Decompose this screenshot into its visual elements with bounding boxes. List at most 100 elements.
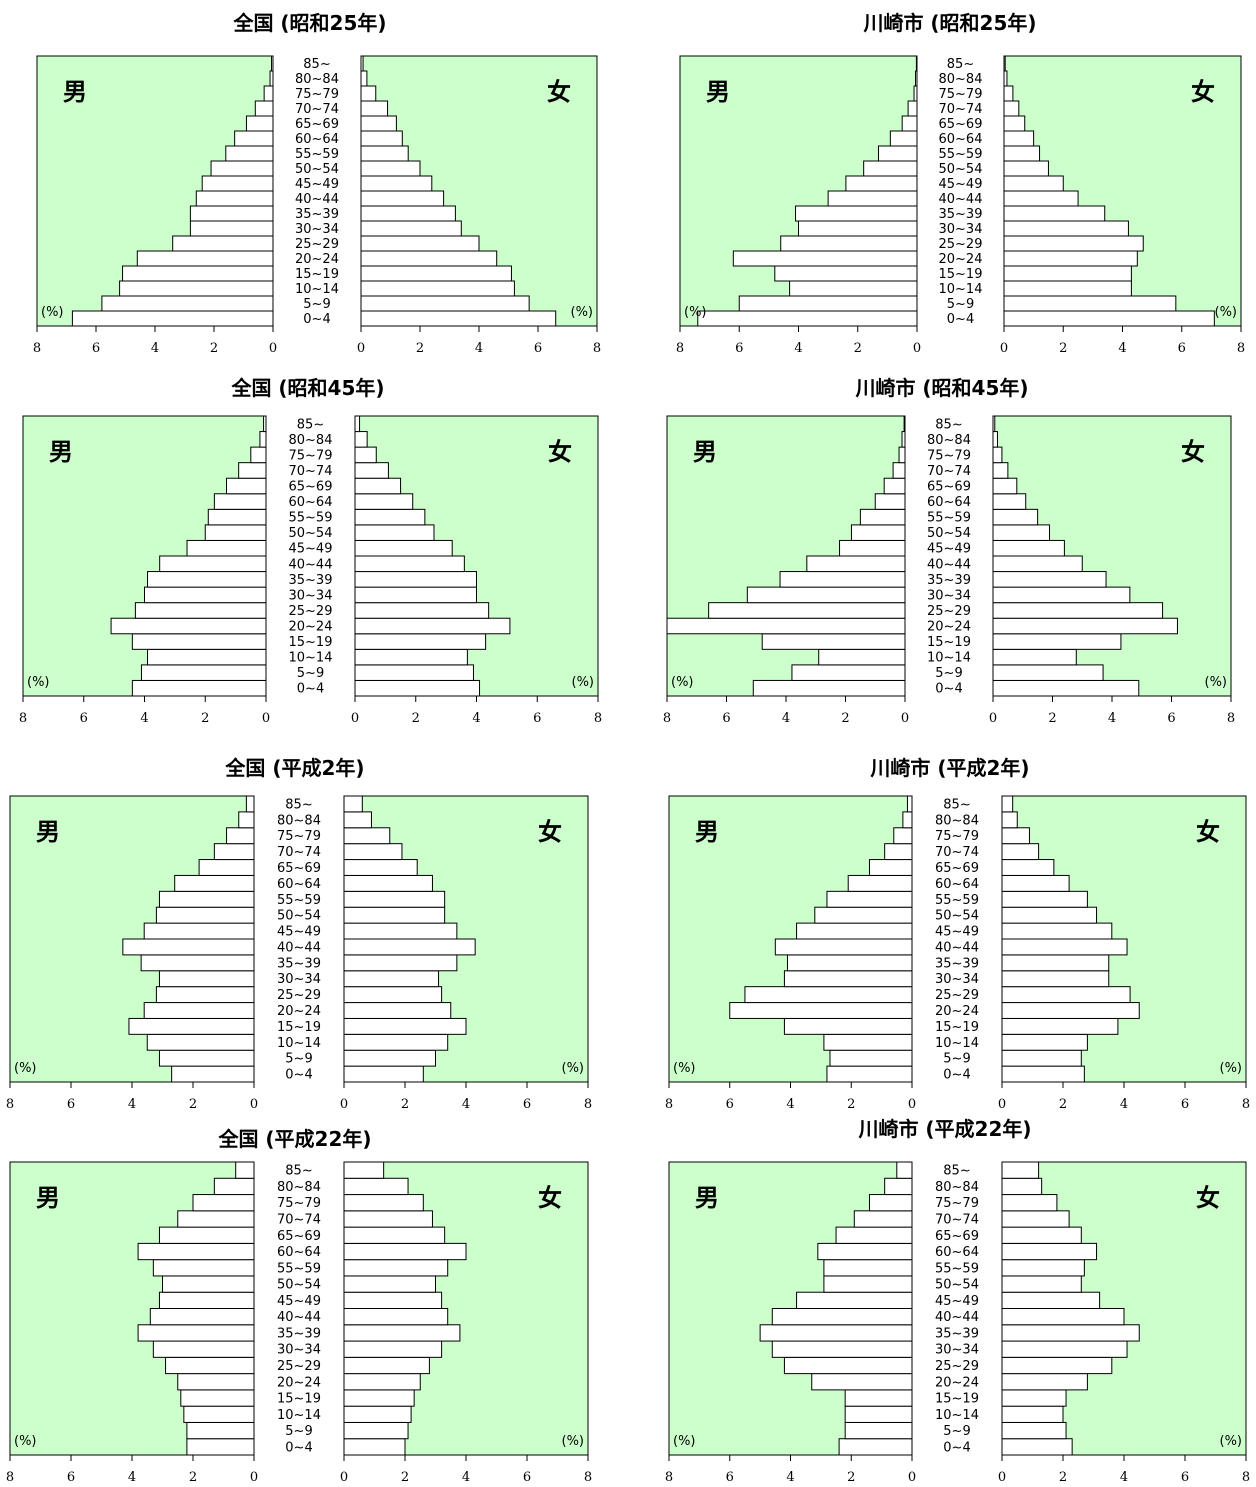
male-label: 男: [695, 818, 719, 846]
tick-label: 2: [1048, 711, 1056, 726]
female-bar: [343, 1438, 406, 1456]
female-bar: [1001, 954, 1110, 972]
male-bar: [844, 1421, 913, 1440]
female-bar: [992, 679, 1140, 697]
age-group-label: 60~64: [935, 877, 979, 892]
male-label: 男: [49, 438, 73, 466]
age-group-label: 55~59: [277, 893, 321, 908]
male-bar: [915, 70, 918, 87]
age-group-label: 35~39: [295, 207, 339, 222]
age-group-label: 60~64: [277, 877, 321, 892]
male-bar: [119, 280, 274, 297]
female-bar: [343, 1242, 467, 1261]
tick-label: 4: [1118, 341, 1126, 356]
age-group-label: 35~39: [935, 956, 979, 971]
male-bar: [271, 55, 274, 72]
female-bar: [1003, 280, 1132, 297]
age-group-label: 40~44: [277, 940, 321, 955]
male-bar: [146, 1033, 255, 1051]
age-group-label: 40~44: [935, 1310, 979, 1325]
age-group-label: 55~59: [289, 511, 333, 526]
unit-label: (%): [27, 675, 50, 690]
tick-label: 0: [989, 711, 997, 726]
age-group-label: 80~84: [927, 433, 971, 448]
unit-label: (%): [1215, 305, 1238, 320]
male-bar: [827, 190, 918, 207]
female-bar: [1001, 843, 1040, 861]
female-bar: [1001, 1405, 1064, 1423]
male-bar: [903, 415, 906, 433]
female-bar: [343, 1065, 424, 1083]
male-bar: [850, 524, 906, 541]
age-group-label: 60~64: [277, 1245, 321, 1260]
male-bar: [245, 795, 255, 813]
male-bar: [140, 954, 255, 972]
male-bar: [847, 874, 913, 892]
age-group-label: 25~29: [927, 604, 971, 619]
female-bar: [1001, 859, 1055, 876]
age-group-label: 85~: [935, 417, 962, 432]
tick-label: 2: [854, 341, 862, 356]
age-group-label: 60~64: [295, 132, 339, 147]
female-bar: [992, 617, 1178, 635]
tick-label: 6: [722, 711, 730, 726]
female-bar: [1001, 1002, 1140, 1019]
male-bar: [883, 477, 906, 495]
female-bar: [1001, 938, 1128, 956]
age-group-label: 60~64: [939, 132, 983, 147]
female-bar: [343, 1421, 409, 1440]
female-bar: [360, 295, 530, 312]
male-bar: [210, 160, 274, 177]
tick-label: 6: [523, 1470, 531, 1483]
male-bar: [155, 906, 255, 924]
female-bar: [354, 617, 511, 635]
male-bar: [149, 1308, 255, 1326]
male-bar: [136, 250, 274, 267]
female-bar: [1001, 1356, 1113, 1375]
female-bar: [1001, 922, 1113, 940]
age-group-label: 65~69: [927, 480, 971, 495]
age-group-label: 45~49: [935, 1294, 979, 1309]
male-bar: [868, 859, 913, 876]
female-bar: [354, 415, 361, 433]
female-bar: [1003, 295, 1177, 312]
male-bar: [122, 265, 274, 282]
tick-label: 6: [726, 1470, 734, 1483]
female-bar: [343, 843, 403, 861]
male-bar: [225, 145, 274, 162]
age-group-label: 15~19: [935, 1392, 979, 1407]
male-bar: [806, 555, 906, 573]
male-bar: [901, 115, 918, 132]
male-bar: [915, 55, 918, 72]
female-bar: [992, 431, 998, 448]
tick-label: 4: [786, 1470, 794, 1483]
male-bar: [839, 539, 906, 557]
age-group-label: 40~44: [289, 557, 333, 572]
tick-label: 6: [534, 341, 542, 356]
age-group-label: 85~: [303, 57, 330, 72]
age-group-label: 30~34: [289, 588, 333, 603]
male-bar: [186, 539, 267, 557]
male-bar: [783, 970, 913, 988]
male-bar: [859, 508, 906, 526]
tick-label: 0: [908, 1097, 916, 1112]
female-bar: [343, 1210, 433, 1228]
unit-label: (%): [1220, 1061, 1243, 1076]
female-bar: [1001, 1065, 1085, 1083]
female-bar: [992, 493, 1027, 510]
female-bar: [1001, 795, 1014, 813]
male-bar: [171, 1065, 255, 1083]
female-bar: [1001, 1177, 1043, 1196]
female-bar: [343, 1194, 424, 1212]
female-bar: [343, 1291, 443, 1309]
female-bar: [354, 431, 368, 448]
tick-label: 0: [913, 341, 921, 356]
male-bar: [134, 602, 267, 619]
female-bar: [1001, 827, 1030, 845]
female-bar: [343, 1308, 449, 1326]
female-bar: [343, 811, 372, 829]
age-group-label: 0~4: [943, 1440, 970, 1455]
male-bar: [234, 130, 274, 147]
female-bar: [343, 938, 476, 956]
female-bar: [360, 205, 456, 222]
